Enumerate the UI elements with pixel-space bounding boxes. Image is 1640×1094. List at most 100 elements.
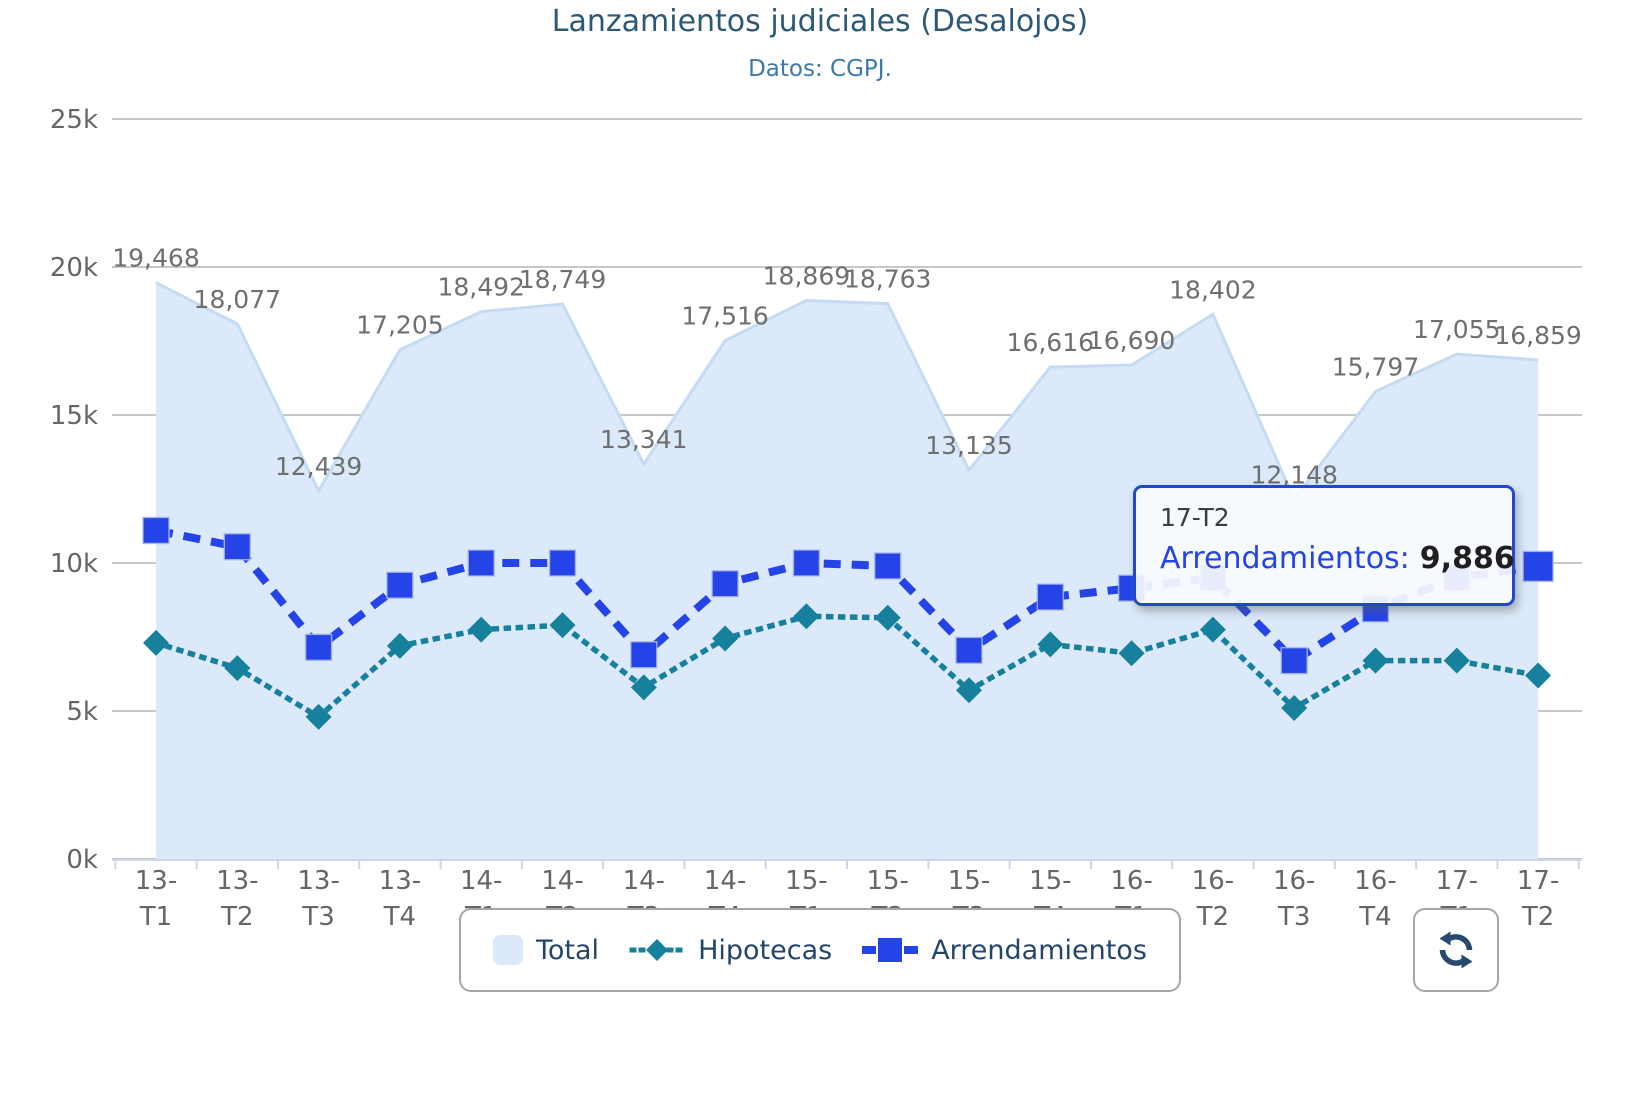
x-axis-label: 15- [948,866,990,896]
total-data-label: 18,492 [437,273,524,302]
tooltip-series-label: Arrendamientos: [1160,541,1410,576]
x-axis-label: T3 [301,902,334,932]
total-data-label: 17,205 [356,311,443,340]
x-axis-label: 15- [785,866,827,896]
arrendamientos-point-15-T4[interactable] [1036,583,1065,611]
hipotecas-point-16-T1[interactable] [1118,640,1145,667]
total-data-label: 12,148 [1250,460,1337,489]
arrendamientos-point-15-T1[interactable] [792,549,821,577]
hipotecas-point-14-T4[interactable] [712,625,739,652]
hipotecas-point-13-T4[interactable] [386,632,413,659]
x-axis-label: 13- [379,866,421,896]
total-data-label: 13,135 [925,431,1012,460]
total-data-label: 18,077 [194,285,281,314]
total-data-label: 18,749 [519,265,606,294]
x-axis-label: T2 [1196,902,1229,932]
hipotecas-marker-icon [629,939,685,961]
arrendamientos-marker-icon [862,938,919,962]
x-axis-label: 13- [135,866,177,896]
arrendamientos-point-15-T3[interactable] [955,636,983,665]
arrendamientos-point-13-T3[interactable] [304,633,333,662]
hipotecas-point-14-T3[interactable] [630,674,657,701]
arrendamientos-point-13-T2[interactable] [223,532,252,561]
x-axis-label: 13- [216,866,258,896]
x-axis-label: 15- [866,866,908,896]
chart-title: Lanzamientos judiciales (Desalojos) [551,4,1089,39]
x-axis-label: 14- [460,866,502,896]
hipotecas-point-16-T4[interactable] [1362,647,1389,674]
total-data-label: 16,616 [1007,328,1094,357]
legend-item-arrendamientos[interactable]: Arrendamientos [862,935,1147,966]
x-axis-label: 16- [1354,866,1396,896]
tooltip-category: 17-T2 [1160,503,1230,532]
legend-label-total: Total [536,934,600,966]
legend-label-hipotecas: Hipotecas [698,934,833,966]
total-data-label: 15,797 [1332,352,1419,381]
total-data-label: 13,341 [600,425,687,454]
x-axis-label: 16- [1192,866,1234,896]
hipotecas-point-13-T2[interactable] [224,655,251,682]
tooltip: 17-T2 Arrendamientos: 9,886 [1133,485,1515,606]
x-axis-label: T4 [1358,902,1391,932]
x-axis-label: 16- [1273,866,1315,896]
total-area [156,282,1539,859]
x-axis-label: T1 [139,902,172,932]
x-axis-label: T2 [1521,902,1554,932]
hipotecas-point-15-T4[interactable] [1037,631,1064,658]
y-axis-label: 5k [66,697,98,727]
tooltip-value: 9,886 [1419,541,1515,576]
hipotecas-point-13-T1[interactable] [143,629,169,656]
y-axis-label: 20k [50,253,98,283]
legend-label-arrendamientos: Arrendamientos [931,934,1147,966]
x-axis-label: 15- [1029,866,1071,896]
arrendamientos-point-13-T1[interactable] [142,516,170,545]
hipotecas-line [152,613,1542,721]
refresh-button[interactable] [1413,908,1499,992]
total-data-label: 18,869 [763,261,850,290]
hipotecas-point-17-T2[interactable] [1525,662,1552,689]
total-data-label: 16,690 [1088,326,1175,355]
hipotecas-point-16-T2[interactable] [1199,616,1226,643]
arrendamientos-point-14-T4[interactable] [711,569,739,598]
hipotecas-point-13-T3[interactable] [305,703,332,730]
total-data-label: 19,468 [112,244,199,273]
arrendamientos-point-14-T3[interactable] [630,641,658,669]
arrendamientos-point-17-T2[interactable] [1522,550,1554,583]
legend: Total Hipotecas Arrendamientos [459,908,1181,992]
chart-subtitle: Datos: CGPJ. [748,56,892,82]
total-area-swatch-icon [493,935,523,965]
hipotecas-point-15-T3[interactable] [956,677,982,704]
y-axis-label: 15k [50,401,98,431]
x-axis-label: T2 [220,902,253,932]
total-data-label: 16,859 [1494,321,1581,350]
arrendamientos-point-16-T3[interactable] [1280,646,1308,675]
arrendamientos-point-15-T2[interactable] [873,552,902,580]
arrendamientos-point-13-T4[interactable] [386,571,414,599]
total-area-edge [155,281,1539,503]
x-axis-label: 17- [1436,866,1478,896]
hipotecas-point-14-T2[interactable] [549,612,576,639]
total-data-label: 12,439 [275,452,362,481]
arrendamientos-point-14-T1[interactable] [467,549,495,577]
tooltip-row: Arrendamientos: 9,886 [1160,541,1515,576]
total-data-label: 17,055 [1413,315,1500,344]
hipotecas-point-15-T1[interactable] [793,603,820,630]
hipotecas-point-15-T2[interactable] [874,604,901,631]
x-axis-label: 14- [623,866,665,896]
hipotecas-point-14-T1[interactable] [468,616,495,643]
x-axis-label: 14- [704,866,746,896]
total-data-label: 18,402 [1169,275,1256,304]
x-axis-label: 14- [541,866,583,896]
legend-item-total[interactable]: Total [493,935,599,966]
arrendamientos-point-14-T2[interactable] [548,549,577,577]
x-axis-label: T3 [1277,902,1310,932]
hipotecas-point-17-T1[interactable] [1443,647,1470,674]
hipotecas-point-16-T3[interactable] [1281,695,1308,722]
x-axis-label: 16- [1110,866,1152,896]
x-axis-label: T4 [383,902,416,932]
refresh-icon [1439,931,1473,969]
total-data-label: 18,763 [844,265,931,294]
legend-item-hipotecas[interactable]: Hipotecas [629,935,832,966]
